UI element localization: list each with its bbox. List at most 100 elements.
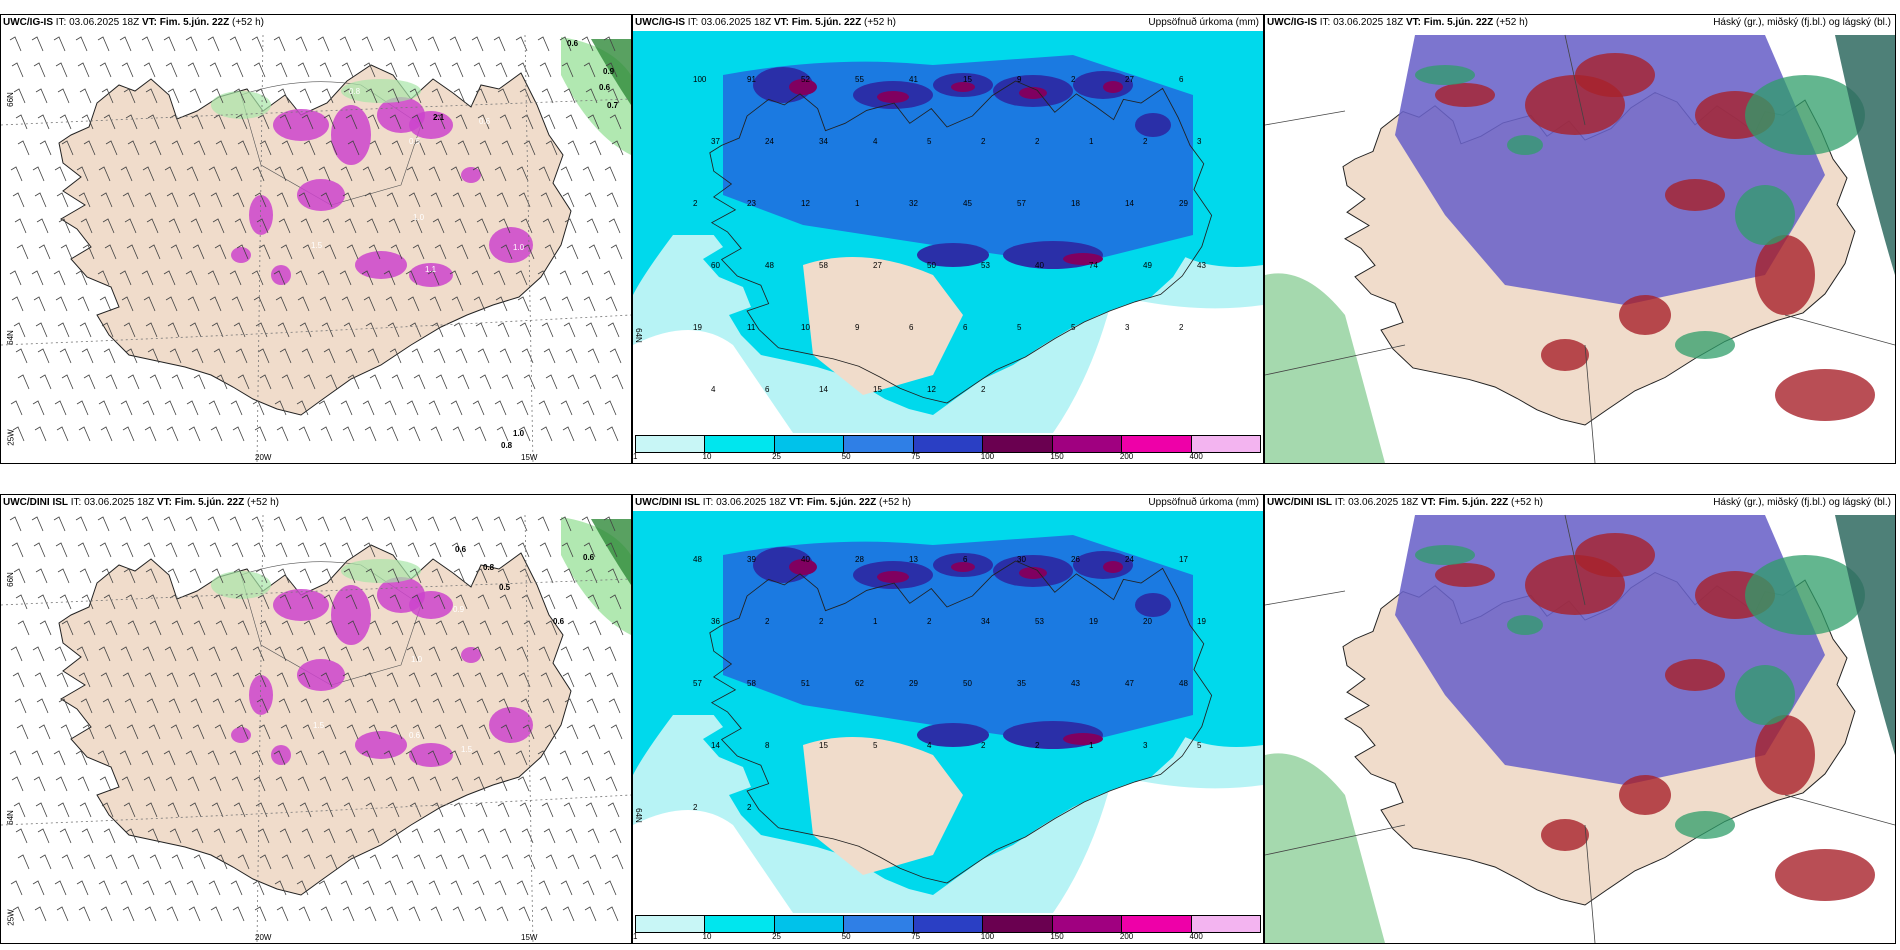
wind-barb — [320, 906, 333, 922]
wind-barb — [539, 296, 552, 312]
wind-barb — [10, 880, 23, 896]
wind-barb — [494, 400, 507, 416]
wind-barb — [606, 426, 619, 442]
wind-barb — [539, 542, 552, 558]
wind-gust-area — [211, 571, 271, 599]
colorbar-cell — [1191, 436, 1260, 452]
wind-barb — [499, 114, 512, 130]
wind-barb — [208, 880, 221, 896]
colorbar-cell — [1052, 916, 1123, 932]
wind-barb — [33, 62, 46, 78]
wind-barb — [383, 270, 396, 286]
wind-barb — [61, 854, 74, 870]
wind-barb — [319, 62, 332, 78]
wind-barb — [407, 296, 420, 312]
wind-barb — [259, 620, 272, 636]
wind-barb — [386, 906, 399, 922]
value-label: 0.5 — [409, 137, 421, 146]
high-cloud-area — [1415, 545, 1475, 565]
wind-barb — [538, 646, 551, 662]
colorbar-ticks: 1 10 25 50 75 100 150 200 400 — [633, 932, 1261, 942]
wind-barb — [39, 140, 52, 156]
wind-barb — [125, 114, 138, 130]
wind-barb — [406, 166, 419, 182]
model-name: UWC/IG-IS — [1267, 17, 1317, 28]
dry-area — [1053, 775, 1263, 913]
precip-value-label: 26 — [1071, 555, 1080, 564]
value-label: 1.5 — [461, 745, 473, 754]
wind-barb — [567, 140, 580, 156]
panel-title: Uppsöfnuð úrkoma (mm) — [1148, 497, 1259, 508]
wind-barb — [341, 776, 354, 792]
wind-barb — [167, 88, 180, 104]
wind-barb — [127, 620, 140, 636]
wind-barb — [214, 244, 227, 260]
wind-barb — [501, 374, 514, 390]
wind-barb — [544, 724, 557, 740]
wind-barb — [103, 828, 116, 844]
wind-barb — [501, 854, 514, 870]
wind-barb — [367, 114, 380, 130]
wind-barb — [297, 542, 310, 558]
wind-barb — [391, 620, 404, 636]
wind-barb — [339, 270, 352, 286]
wind-barb — [79, 802, 92, 818]
wind-barb — [251, 516, 264, 532]
wind-gust-area — [341, 559, 421, 583]
wind-barb — [275, 542, 288, 558]
wind-barb — [325, 620, 338, 636]
precip-extreme — [1063, 253, 1103, 265]
wind-barb — [302, 244, 315, 260]
wind-barb — [126, 244, 139, 260]
wind-barb — [589, 854, 602, 870]
wind-barb — [256, 698, 269, 714]
wind-barb — [320, 192, 333, 208]
wind-barb — [451, 776, 464, 792]
wind-barb — [607, 802, 620, 818]
it-label: IT: — [1334, 497, 1346, 508]
wind-barb — [365, 568, 378, 584]
wind-barb — [495, 62, 508, 78]
wind-barb — [449, 750, 462, 766]
wind-barb — [563, 322, 576, 338]
wind-barb — [11, 542, 24, 558]
wind-barb — [391, 854, 404, 870]
it-label: IT: — [70, 497, 82, 508]
value-label: 0.6 — [479, 117, 491, 126]
wind-gust-area — [409, 591, 453, 619]
wind-barb — [167, 322, 180, 338]
wind-barb — [32, 166, 45, 182]
wind-barb — [363, 296, 376, 312]
colorbar-cell — [774, 916, 845, 932]
wind-barb — [428, 166, 441, 182]
wind-barb — [540, 426, 553, 442]
wind-barb — [295, 516, 308, 532]
wind-barb — [75, 750, 88, 766]
wind-barb — [55, 776, 68, 792]
wind-barb — [543, 828, 556, 844]
projection-line — [1584, 344, 1596, 463]
colorbar-cell — [1122, 916, 1192, 932]
wind-barb — [233, 322, 246, 338]
wind-barb — [251, 270, 264, 286]
wind-barb — [562, 192, 575, 208]
wind-barb — [433, 348, 446, 364]
wind-barb — [339, 750, 352, 766]
precip-colorbar: 1 10 25 50 75 100 150 200 400 — [633, 913, 1263, 943]
wind-barb — [97, 36, 110, 52]
wind-barb — [149, 374, 162, 390]
wind-barb — [193, 854, 206, 870]
vt-label: VT: — [156, 497, 172, 508]
colorbar-cell — [1191, 916, 1260, 932]
precip-value-label: 50 — [927, 261, 936, 270]
wind-barb — [450, 400, 463, 416]
wind-barb — [53, 36, 66, 52]
wind-barb — [609, 828, 622, 844]
wind-barb — [365, 88, 378, 104]
wind-barb — [317, 270, 330, 286]
wind-barb — [581, 270, 594, 286]
wind-barb — [589, 140, 602, 156]
precip-value-label: 53 — [1035, 617, 1044, 626]
wind-barb — [122, 906, 135, 922]
wind-barb — [498, 698, 511, 714]
